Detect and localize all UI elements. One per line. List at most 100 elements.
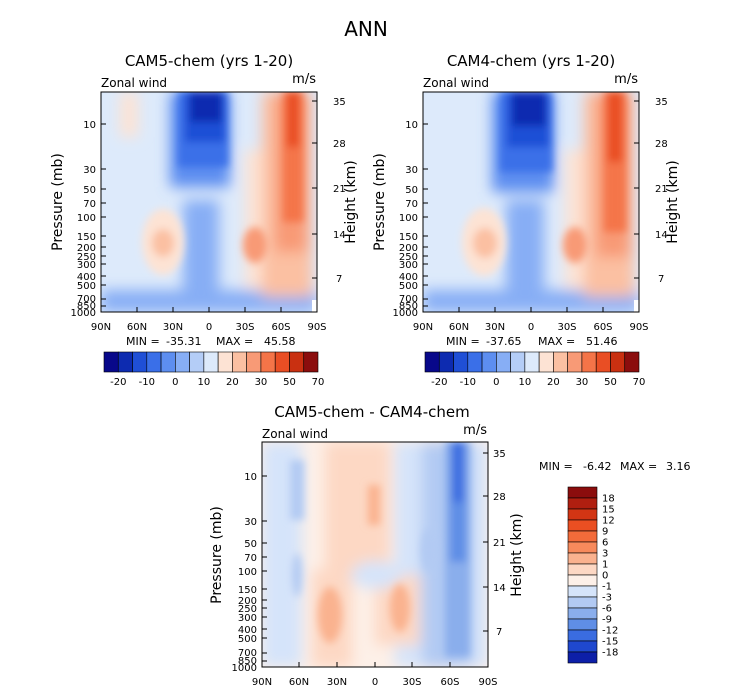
height-ticks: 35 28 21 14 7 xyxy=(634,97,668,285)
x-tick-label: 30N xyxy=(163,322,183,333)
colorbar-swatch xyxy=(524,351,540,373)
height-tick-label: 7 xyxy=(496,627,502,638)
colorbar-swatch xyxy=(567,530,598,543)
min-label: MIN = xyxy=(446,335,480,348)
colorbar-swatch xyxy=(453,351,469,373)
y-axis-label: Pressure (mb) xyxy=(372,153,388,251)
y-tick-label: 10 xyxy=(244,472,257,483)
y-tick-label: 700 xyxy=(77,294,96,305)
max-label: MAX = xyxy=(216,335,253,348)
height-tick-label: 21 xyxy=(333,184,346,195)
colorbar-swatch xyxy=(567,585,598,598)
x-tick-label: 60S xyxy=(593,322,612,333)
y-tick-label: 850 xyxy=(238,656,257,667)
colorbar-swatch xyxy=(567,640,598,653)
height-tick-label: 28 xyxy=(333,139,346,150)
colorbar-swatch xyxy=(496,351,511,373)
colorbar-swatch xyxy=(595,351,611,373)
contour-field xyxy=(423,92,639,312)
units-label: m/s xyxy=(463,423,487,438)
figure-title: ANN xyxy=(344,17,388,41)
max-label: MAX = xyxy=(538,335,575,348)
colorbar-swatch xyxy=(567,651,598,664)
colorbar-swatch xyxy=(467,351,483,373)
x-tick-label: 30N xyxy=(485,322,505,333)
height-ticks: 35 28 21 14 7 xyxy=(483,449,506,638)
colorbar-swatch xyxy=(260,351,276,373)
colorbar-label: 12 xyxy=(602,516,615,527)
colorbar-label: -10 xyxy=(139,377,155,388)
y-tick-label: 50 xyxy=(244,539,257,550)
height-tick-label: 28 xyxy=(493,492,506,503)
max-label: MAX = xyxy=(620,460,657,473)
colorbar-label: 70 xyxy=(633,377,646,388)
x-tick-label: 0 xyxy=(528,322,534,333)
colorbar: -20 -10 0 10 20 30 50 70 xyxy=(103,351,325,388)
y-tick-label: 100 xyxy=(238,567,257,578)
y-tick-label: 400 xyxy=(77,272,96,283)
colorbar-swatch xyxy=(189,351,205,373)
x-tick-label: 30S xyxy=(402,677,421,688)
variable-label: Zonal wind xyxy=(423,76,489,90)
colorbar-swatch xyxy=(246,351,262,373)
colorbar-label: 3 xyxy=(602,549,608,560)
y-tick-label: 400 xyxy=(399,272,418,283)
colorbar-label: 10 xyxy=(197,377,210,388)
colorbar-swatch xyxy=(567,629,598,642)
units-label: m/s xyxy=(292,72,316,87)
panel-cam5: CAM5-chem (yrs 1-20) Zonal wind m/s xyxy=(50,52,359,388)
x-tick-label: 90S xyxy=(629,322,648,333)
y-tick-label: 250 xyxy=(77,252,96,263)
colorbar-swatch xyxy=(438,351,454,373)
y-axis-label: Pressure (mb) xyxy=(209,506,225,604)
colorbar-label: 9 xyxy=(602,527,608,538)
x-tick-label: 30S xyxy=(235,322,254,333)
colorbar-swatch xyxy=(424,351,440,373)
colorbar-label: 0 xyxy=(493,377,499,388)
colorbar-swatch xyxy=(289,351,305,373)
right-y-axis-label: Height (km) xyxy=(509,513,525,596)
y-tick-label: 70 xyxy=(244,553,257,564)
x-tick-label: 90S xyxy=(478,677,497,688)
y-tick-label: 200 xyxy=(399,243,418,254)
colorbar-swatch xyxy=(553,351,568,373)
colorbar-label: 20 xyxy=(547,377,560,388)
y-tick-label: 100 xyxy=(77,213,96,224)
colorbar-label: 0 xyxy=(602,571,608,582)
variable-label: Zonal wind xyxy=(262,427,328,441)
x-tick-label: 90N xyxy=(413,322,433,333)
colorbar-swatch xyxy=(232,351,247,373)
colorbar-swatch xyxy=(567,486,598,499)
colorbar-swatch xyxy=(146,351,162,373)
y-tick-label: 300 xyxy=(77,260,96,271)
colorbar-swatch xyxy=(175,351,190,373)
colorbar-swatch xyxy=(103,351,119,373)
y-tick-label: 250 xyxy=(399,252,418,263)
colorbar-label: -20 xyxy=(431,377,447,388)
colorbar-swatch xyxy=(160,351,176,373)
min-value: -35.31 xyxy=(166,335,201,348)
colorbar-swatch xyxy=(132,351,148,373)
colorbar-label: 0 xyxy=(172,377,178,388)
colorbar-label: 30 xyxy=(255,377,268,388)
min-label: MIN = xyxy=(539,460,573,473)
colorbar-label: 1 xyxy=(602,560,608,571)
colorbar: -20 -10 0 10 20 30 50 70 xyxy=(424,351,646,388)
y-tick-label: 400 xyxy=(238,625,257,636)
y-tick-label: 300 xyxy=(238,613,257,624)
contour-field xyxy=(101,92,317,312)
colorbar-swatch xyxy=(567,574,598,587)
height-tick-label: 35 xyxy=(493,449,506,460)
max-value: 3.16 xyxy=(666,460,691,473)
colorbar-label: 70 xyxy=(312,377,325,388)
x-tick-label: 60S xyxy=(440,677,459,688)
x-ticks: 90N 60N 30N 0 30S 60S 90S xyxy=(413,307,649,333)
y-tick-label: 850 xyxy=(399,301,418,312)
height-tick-label: 7 xyxy=(658,274,664,285)
x-tick-label: 90N xyxy=(91,322,111,333)
colorbar-label: 6 xyxy=(602,538,608,549)
colorbar-swatch xyxy=(203,351,219,373)
colorbar-label: -12 xyxy=(602,626,618,637)
height-tick-label: 14 xyxy=(655,230,668,241)
